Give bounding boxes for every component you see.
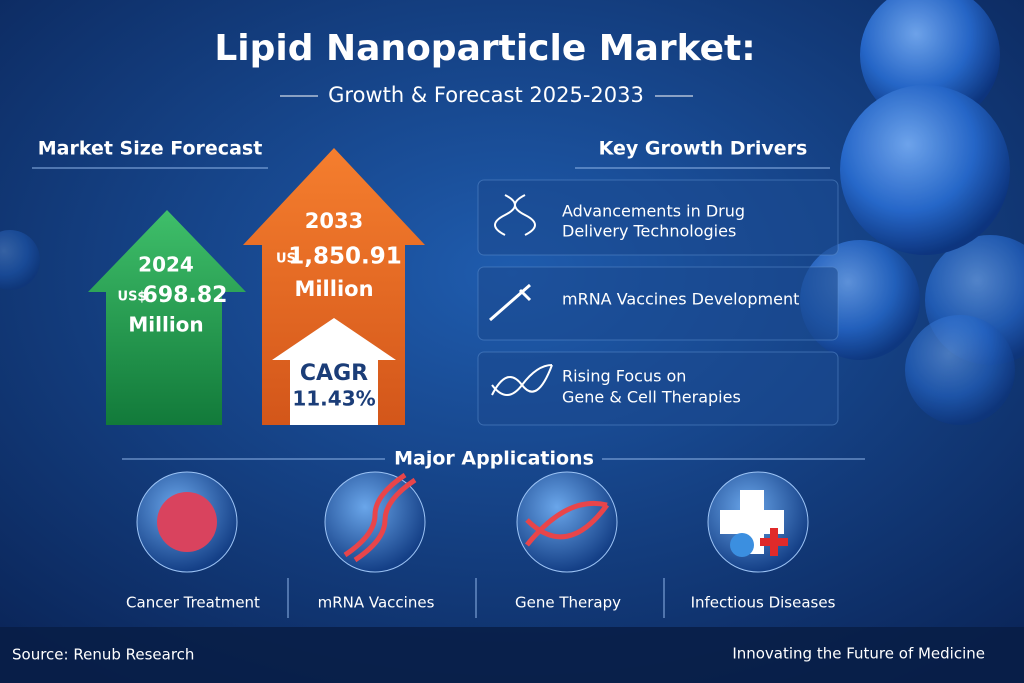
driver-line: Gene & Cell Therapies	[562, 388, 741, 407]
driver-cards	[477, 179, 839, 426]
source: Source: Renub Research	[12, 646, 194, 664]
tagline: Innovating the Future of Medicine	[732, 645, 985, 663]
application-label: Infectious Diseases	[691, 594, 836, 612]
unit: Million	[294, 277, 373, 301]
application-label: Cancer Treatment	[126, 594, 260, 612]
application-label: mRNA Vaccines	[318, 594, 435, 612]
amount: 1,850.91	[288, 244, 402, 270]
driver-line: Delivery Technologies	[562, 222, 736, 241]
application-icons	[136, 471, 809, 573]
driver-line: Rising Focus on	[562, 367, 686, 386]
currency: US$	[118, 290, 147, 305]
currency: US	[276, 252, 296, 267]
section-heading: Major Applications	[394, 448, 594, 470]
application-label: Gene Therapy	[515, 594, 621, 612]
footer-band	[0, 627, 1024, 683]
driver-line: Advancements in Drug	[562, 202, 745, 221]
subtitle: Growth & Forecast 2025-2033	[328, 83, 644, 107]
year: 2033	[305, 209, 363, 233]
driver-line: mRNA Vaccines Development	[562, 290, 799, 309]
unit: Million	[128, 313, 203, 337]
growth-arrow	[88, 210, 246, 425]
section-heading: Key Growth Drivers	[599, 138, 808, 160]
cagr-arrow	[272, 318, 396, 425]
cagr-label: CAGR	[300, 361, 368, 386]
amount: 698.82	[143, 283, 228, 308]
section-heading: Market Size Forecast	[38, 138, 263, 160]
title: Lipid Nanoparticle Market:	[214, 28, 755, 69]
cagr-value: 11.43%	[292, 387, 375, 411]
decor-spheres	[0, 0, 1024, 425]
year: 2024	[138, 253, 194, 277]
